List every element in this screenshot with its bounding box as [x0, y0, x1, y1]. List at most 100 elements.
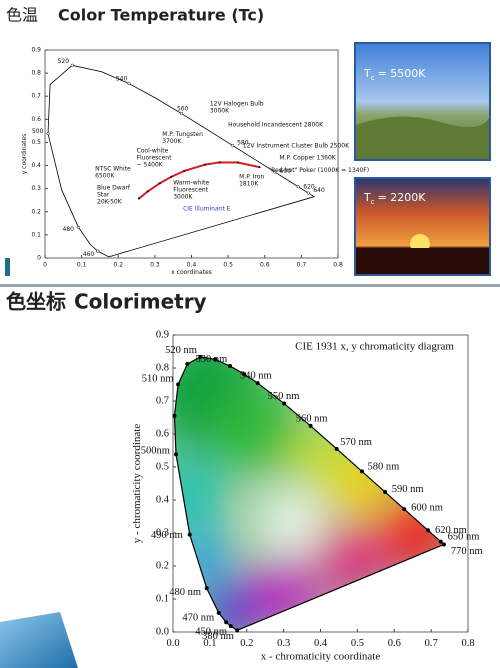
- y-tick-label: 0.7: [31, 93, 41, 100]
- y-tick-label: 0.9: [31, 47, 41, 54]
- locus-point: [273, 170, 277, 174]
- locus-point: [76, 225, 80, 229]
- locus-point: [296, 185, 300, 189]
- planckian-point: [258, 166, 261, 169]
- wavelength-label: 590 nm: [392, 484, 424, 495]
- wavelength-label: 380 nm: [202, 631, 234, 642]
- spectrum-blob: [263, 495, 319, 552]
- chart: 0 0.1 0.2 0.3 0.4 0.5 0.6 0.7 0.8 0 0.1 0.2 0.3 0.4 0.…: [21, 47, 369, 276]
- wavelength-label: 520: [58, 58, 70, 65]
- x-tick-label: 0.3: [150, 262, 160, 269]
- annotation-text: 3700K: [162, 138, 182, 145]
- x-tick-label: 0.2: [240, 638, 253, 649]
- x-tick-label: 0.5: [351, 638, 364, 649]
- y-tick-label: 0.2: [31, 208, 41, 215]
- locus-point: [216, 610, 221, 615]
- decor: [0, 612, 78, 668]
- wavelength-label: 480: [63, 226, 75, 233]
- annotation-text: 3000K: [173, 193, 193, 200]
- wavelength-label: 500: [32, 128, 44, 135]
- divider: [0, 284, 500, 287]
- locus-point: [228, 364, 233, 369]
- slide-title-cn: 色坐标: [6, 290, 66, 314]
- wavelength-label: 530 nm: [196, 354, 228, 365]
- x-tick-label: 0: [43, 262, 47, 269]
- locus-point: [127, 82, 131, 86]
- x-axis-label: x - chromaticity coordinate: [261, 651, 381, 663]
- y-axis-label: y - chromaticity coordinate: [131, 424, 143, 544]
- annotation-text: 12V Halogen Bulb: [210, 101, 264, 108]
- x-axis-label: x coordinates: [171, 269, 212, 276]
- photo-label: Tc = 5500K: [363, 67, 426, 82]
- wavelength-label: 600: [280, 168, 292, 175]
- locus-point: [242, 372, 247, 377]
- annotation-text: Blue Dwarf: [97, 184, 131, 191]
- annotation-text: 20K-50K: [97, 198, 123, 205]
- annotation-text: Cool-white: [137, 147, 169, 154]
- wavelength-label: 520 nm: [165, 345, 197, 356]
- y-tick-label: 0.8: [31, 70, 41, 77]
- wavelength-label: 580: [237, 140, 249, 147]
- chart: 0.0 0.1 0.2 0.3 0.4 0.5 0.6 0.7 0.8 0.0 0.1 0.2 0.3 0…: [131, 329, 483, 662]
- wavelength-label: 500nm: [141, 445, 170, 456]
- spectrum-blob: [174, 458, 223, 529]
- annotation-text: Household Incandescent 2800K: [228, 122, 324, 129]
- wavelength-label: 550 nm: [268, 391, 300, 402]
- wavelength-label: 640: [313, 187, 325, 194]
- planckian-point: [218, 161, 221, 164]
- locus-point: [96, 249, 100, 253]
- value: = 5500K: [378, 67, 427, 80]
- x-tick-label: 0.0: [166, 638, 179, 649]
- locus-point: [441, 542, 446, 547]
- planckian-point: [204, 163, 207, 166]
- annotation-text: "Red-hot" Poker (1000K = 1340F): [268, 167, 369, 174]
- y-tick-label: 0.4: [156, 494, 170, 505]
- annotation-text: 12V Instrument Cluster Bulb 2500K: [243, 142, 350, 149]
- x-tick-label: 0.6: [260, 262, 270, 269]
- spectrum-blob: [209, 382, 300, 473]
- wavelength-label: 560 nm: [296, 413, 328, 424]
- annotation-text: Fluorescent: [137, 154, 173, 161]
- wavelength-label: 540 nm: [240, 371, 272, 382]
- annotation-text: Warm-white: [173, 179, 209, 186]
- planckian-point: [137, 197, 140, 200]
- y-tick-label: 0.1: [156, 593, 169, 604]
- planckian-point: [158, 182, 161, 185]
- symbol: T: [363, 67, 371, 80]
- wavelength-label: 570 nm: [340, 437, 372, 448]
- decor: [5, 258, 10, 276]
- y-tick-label: 0.6: [31, 116, 41, 123]
- wavelength-label: 460: [83, 251, 95, 258]
- annotation-text: ~ 5400K: [137, 161, 164, 168]
- slide-title-cn: 色温: [6, 6, 38, 25]
- y-tick-label: 0.9: [156, 329, 169, 340]
- locus-point: [282, 401, 287, 406]
- wavelength-label: 770 nm: [451, 546, 483, 557]
- locus-point: [213, 357, 218, 362]
- x-tick-label: 0.6: [388, 638, 401, 649]
- locus-point: [228, 624, 233, 629]
- locus-point: [306, 191, 310, 195]
- wavelength-label: 580 nm: [368, 462, 400, 473]
- locus-point: [224, 620, 229, 625]
- locus-point: [46, 132, 50, 136]
- photo: Tc = 2200K: [354, 177, 491, 276]
- locus-point: [235, 628, 240, 633]
- y-tick-label: 0.7: [156, 395, 169, 406]
- x-tick-label: 0.8: [461, 638, 474, 649]
- annotation-text: Star: [97, 191, 110, 198]
- locus-point: [308, 423, 313, 428]
- annotation: Household Incandescent 2800K: [228, 122, 324, 129]
- annotation-text: 1810K: [239, 181, 259, 188]
- spectrum-blob: [248, 557, 319, 628]
- x-tick-label: 0.4: [314, 638, 328, 649]
- wavelength-label: 510 nm: [142, 374, 174, 385]
- wavelength-label: 450 nm: [195, 626, 227, 637]
- y-tick-label: 0.2: [156, 560, 169, 571]
- locus-point: [180, 112, 184, 116]
- locus-point: [359, 469, 364, 474]
- locus-point: [176, 382, 181, 387]
